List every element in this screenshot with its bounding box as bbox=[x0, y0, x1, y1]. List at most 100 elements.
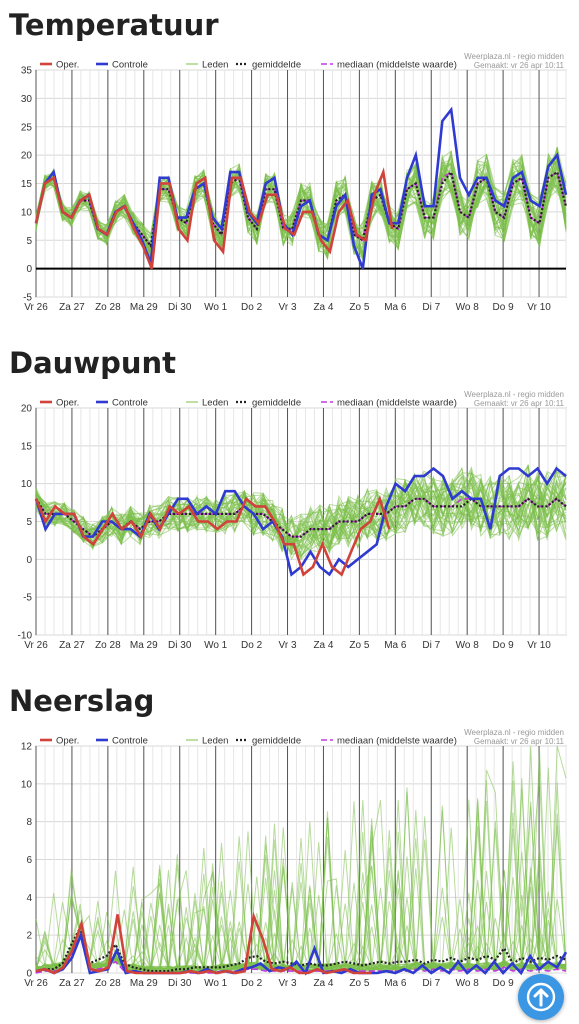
scroll-to-top-button[interactable] bbox=[518, 974, 564, 1020]
x-tick-label: Ma 29 bbox=[130, 302, 158, 313]
x-tick-label: Zo 28 bbox=[95, 978, 121, 989]
y-tick-label: -10 bbox=[18, 631, 33, 642]
x-tick-label: Do 9 bbox=[493, 302, 515, 313]
x-tick-label: Zo 5 bbox=[349, 640, 369, 651]
y-tick-label: 30 bbox=[21, 94, 33, 105]
made-label: Gemaakt: vr 26 apr 10:11 bbox=[474, 399, 565, 408]
x-tick-label: Vr 3 bbox=[279, 302, 297, 313]
y-tick-label: -5 bbox=[23, 593, 32, 604]
x-tick-label: Wo 1 bbox=[204, 978, 228, 989]
y-tick-label: 10 bbox=[21, 207, 33, 218]
legend-label: Oper. bbox=[56, 60, 79, 71]
x-tick-label: Vr 10 bbox=[527, 302, 551, 313]
member-line bbox=[35, 466, 567, 544]
x-tick-label: Di 7 bbox=[422, 978, 440, 989]
x-tick-label: Do 2 bbox=[241, 302, 263, 313]
x-tick-label: Za 4 bbox=[313, 302, 333, 313]
source-label: Weerplaza.nl - regio midden bbox=[464, 52, 564, 61]
made-label: Gemaakt: vr 26 apr 10:11 bbox=[474, 61, 565, 70]
x-tick-label: Za 27 bbox=[59, 640, 85, 651]
oper-line bbox=[34, 167, 394, 270]
x-tick-label: Zo 28 bbox=[95, 640, 121, 651]
y-tick-label: 4 bbox=[26, 893, 32, 904]
legend: Oper. Controle Leden gemiddelde mediaan (mid… bbox=[40, 60, 457, 71]
made-label: Gemaakt: vr 26 apr 10:11 bbox=[474, 737, 565, 746]
y-tick-label: 15 bbox=[21, 441, 33, 452]
title-dauwpunt: Dauwpunt bbox=[9, 346, 176, 380]
y-tick-label: 25 bbox=[21, 122, 33, 133]
legend-label: Controle bbox=[112, 398, 148, 409]
median-line bbox=[35, 932, 567, 974]
x-tick-label: Ma 6 bbox=[384, 640, 407, 651]
legend-label: gemiddelde bbox=[252, 398, 301, 409]
source-label: Weerplaza.nl - regio midden bbox=[464, 728, 564, 737]
legend: Oper. Controle Leden gemiddelde mediaan (mid… bbox=[40, 398, 457, 409]
member-line bbox=[35, 477, 567, 552]
legend-label: Leden bbox=[202, 398, 228, 409]
precipitation-chart: 0 2 4 6 8 10 12 Vr 26 Za 27 Zo 28 Ma 29 Di 30 Wo 1 Do… bbox=[21, 728, 568, 989]
x-tick-label: Di 7 bbox=[422, 302, 440, 313]
y-tick-label: 35 bbox=[21, 66, 33, 77]
legend-label: Leden bbox=[202, 736, 228, 747]
member-line bbox=[35, 463, 567, 553]
y-tick-label: 5 bbox=[26, 236, 32, 247]
x-tick-label: Vr 26 bbox=[24, 302, 48, 313]
oper-line bbox=[35, 911, 372, 975]
legend-label: mediaan (middelste waarde) bbox=[337, 736, 457, 747]
legend-label: gemiddelde bbox=[252, 60, 301, 71]
legend-label: Leden bbox=[202, 60, 228, 71]
x-tick-label: Ma 29 bbox=[130, 978, 158, 989]
y-tick-label: 2 bbox=[26, 931, 32, 942]
legend-label: Controle bbox=[112, 736, 148, 747]
x-tick-label: Ma 6 bbox=[384, 302, 407, 313]
x-tick-label: Wo 8 bbox=[456, 302, 480, 313]
x-tick-label: Zo 28 bbox=[95, 302, 121, 313]
x-tick-label: Za 27 bbox=[59, 302, 85, 313]
x-tick-label: Zo 5 bbox=[349, 978, 369, 989]
y-tick-label: 10 bbox=[21, 479, 33, 490]
y-tick-label: 6 bbox=[26, 855, 32, 866]
x-tick-label: Vr 26 bbox=[24, 978, 48, 989]
y-tick-label: 5 bbox=[26, 517, 32, 528]
x-tick-label: Ma 6 bbox=[384, 978, 407, 989]
oper-line bbox=[34, 495, 391, 577]
member-line bbox=[35, 473, 567, 558]
controle-line bbox=[35, 930, 568, 976]
arrow-up-icon bbox=[526, 982, 556, 1012]
dewpoint-chart: -10 -5 0 5 10 15 20 Vr 26 Za 27 Zo 28 Ma 29 Di 30 Wo… bbox=[18, 390, 567, 651]
x-tick-label: Vr 26 bbox=[24, 640, 48, 651]
legend-label: mediaan (middelste waarde) bbox=[337, 60, 457, 71]
legend: Oper. Controle Leden gemiddelde mediaan (mid… bbox=[40, 736, 457, 747]
y-tick-label: 0 bbox=[26, 969, 32, 980]
member-line bbox=[35, 477, 567, 557]
x-tick-label: Do 9 bbox=[493, 640, 515, 651]
member-line bbox=[35, 157, 567, 259]
legend-label: mediaan (middelste waarde) bbox=[337, 398, 457, 409]
mean-line bbox=[35, 924, 567, 973]
x-tick-label: Vr 3 bbox=[279, 640, 297, 651]
member-line bbox=[35, 158, 567, 258]
y-tick-label: 0 bbox=[26, 555, 32, 566]
y-tick-label: 12 bbox=[21, 742, 33, 753]
x-tick-label: Vr 10 bbox=[527, 640, 551, 651]
x-tick-label: Wo 1 bbox=[204, 302, 228, 313]
x-tick-label: Do 2 bbox=[241, 978, 263, 989]
member-line bbox=[35, 474, 567, 550]
y-tick-label: 15 bbox=[21, 179, 33, 190]
legend-label: Controle bbox=[112, 60, 148, 71]
y-tick-label: -5 bbox=[23, 293, 32, 304]
member-line bbox=[35, 470, 567, 556]
y-tick-label: 20 bbox=[21, 151, 33, 162]
title-neerslag: Neerslag bbox=[9, 684, 155, 718]
legend-label: Oper. bbox=[56, 398, 79, 409]
x-tick-label: Do 2 bbox=[241, 640, 263, 651]
x-tick-label: Ma 29 bbox=[130, 640, 158, 651]
y-tick-label: 0 bbox=[26, 264, 32, 275]
legend-label: Oper. bbox=[56, 736, 79, 747]
x-tick-label: Di 7 bbox=[422, 640, 440, 651]
x-tick-label: Wo 1 bbox=[204, 640, 228, 651]
x-tick-label: Za 4 bbox=[313, 978, 333, 989]
x-tick-label: Do 9 bbox=[493, 978, 515, 989]
y-tick-label: 20 bbox=[21, 404, 33, 415]
x-tick-label: Za 4 bbox=[313, 640, 333, 651]
